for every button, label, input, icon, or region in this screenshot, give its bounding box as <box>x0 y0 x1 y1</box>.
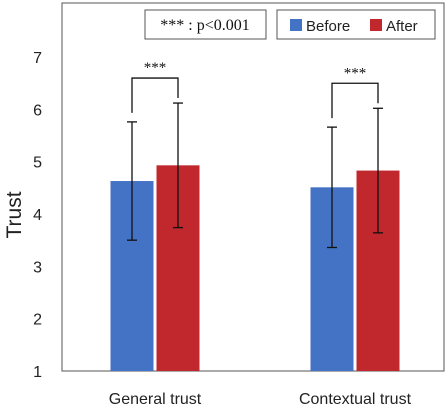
x-tick-label: General trust <box>109 391 202 408</box>
y-tick-label: 4 <box>33 207 42 224</box>
legend-swatch-after <box>370 19 382 31</box>
plot-frame <box>61 2 445 372</box>
y-tick-label: 3 <box>33 259 42 276</box>
y-axis-label: Trust <box>3 191 26 238</box>
error-bars <box>127 102 383 249</box>
y-axis-ticks: 1 2 3 4 5 6 7 <box>33 50 42 381</box>
significance-bracket <box>131 77 179 113</box>
note-box <box>144 9 267 40</box>
y-tick-label: 6 <box>33 102 42 119</box>
x-axis-labels: General trust Contextual trust <box>109 391 412 408</box>
significance-label: *** <box>344 65 367 81</box>
significance-label: *** <box>144 60 167 76</box>
bars <box>110 165 400 371</box>
significance-bracket <box>331 82 379 119</box>
y-tick-label: 5 <box>33 155 42 172</box>
x-tick-label: Contextual trust <box>299 391 412 408</box>
legend: Before After <box>276 9 436 40</box>
y-tick-label: 1 <box>33 364 42 381</box>
legend-swatch-before <box>290 19 302 31</box>
note-text: *** : p<0.001 <box>160 17 249 34</box>
legend-box <box>276 9 436 40</box>
y-tick-label: 2 <box>33 312 42 329</box>
legend-label-after: After <box>386 18 418 35</box>
significance-brackets: *** *** <box>131 60 379 119</box>
legend-label-before: Before <box>306 18 350 35</box>
y-tick-label: 7 <box>33 50 42 67</box>
significance-note: *** : p<0.001 <box>144 9 267 40</box>
